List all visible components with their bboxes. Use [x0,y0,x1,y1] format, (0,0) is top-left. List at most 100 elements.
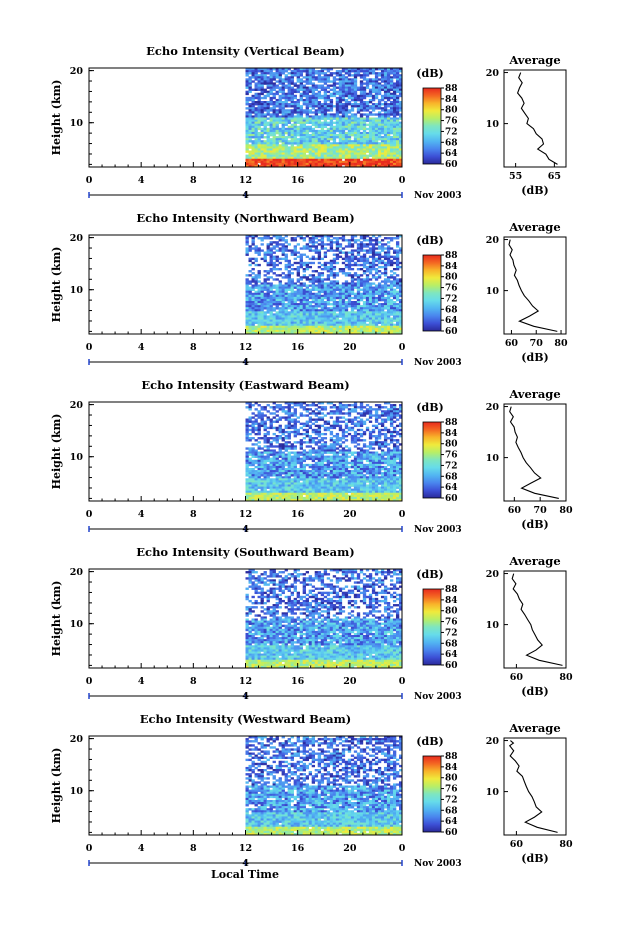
heatmap-cell [290,426,294,430]
heatmap-cell [347,327,352,331]
heatmap-cell [281,127,285,131]
heatmap-cell [284,152,288,155]
heatmap-cell [296,140,300,143]
heatmap-cell [275,298,279,302]
heatmap-cell [338,138,343,141]
heatmap-cell [263,278,267,281]
heatmap-cell [278,86,282,89]
heatmap-cell [299,74,303,77]
heatmap-cell [257,422,261,425]
heatmap-cell [272,265,276,269]
heatmap-cell [329,247,334,250]
profile-frame [503,69,567,168]
heatmap-cell [386,103,391,106]
heatmap-cell [308,437,313,440]
heatmap-cell [347,414,352,417]
heatmap-cell [323,131,328,135]
heatmap-cell [248,103,252,106]
heatmap-cell [257,113,261,116]
heatmap-cell [374,74,379,77]
heatmap-cell [275,68,279,71]
heatmap-cell [296,294,300,298]
heatmap-cell [320,315,325,318]
heatmap-cell [389,113,394,116]
heatmap-cell [332,127,337,131]
heatmap-cell [377,447,382,450]
heatmap-cell [314,449,319,452]
heatmap-cell [383,101,388,104]
heatmap-cell [395,70,400,73]
heatmap-cell [365,164,370,168]
heatmap-cell [254,140,258,143]
heatmap-cell [314,286,319,289]
heatmap-cell [392,261,397,265]
heatmap-cell [308,86,313,89]
heatmap-cell [299,447,303,450]
heatmap-cell [344,109,349,112]
heatmap-cell [254,301,258,304]
heatmap-cell [371,72,376,75]
heatmap-cell [398,129,403,133]
heatmap-cell [311,142,316,145]
heatmap-cell [302,261,306,265]
heatmap-cell [245,303,249,306]
heatmap-cell [326,325,331,329]
heatmap-cell [278,280,282,283]
heatmap-cell [398,428,403,432]
heatmap-cell [398,298,403,302]
heatmap-cell [386,84,391,87]
heatmap-cell [329,152,334,155]
heatmap-cell [371,119,376,122]
heatmap-cell [368,263,373,267]
heatmap-cell [269,296,273,300]
heatmap-cell [284,249,288,252]
heatmap-cell [332,144,337,147]
heatmap-cell [266,251,270,254]
heatmap-cell [290,237,294,240]
heatmap-cell [269,451,273,454]
heatmap-cell [371,138,376,141]
heatmap-cell [362,317,367,320]
heatmap-cell [314,138,319,141]
heatmap-cell [341,412,346,415]
heatmap-cell [383,131,388,135]
heatmap-cell [293,251,297,254]
heatmap-cell [323,288,328,291]
heatmap-cell [320,148,325,151]
heatmap-cell [389,317,394,320]
heatmap-cell [287,270,291,273]
heatmap-cell [311,76,316,79]
heatmap-cell [257,111,261,114]
heatmap-cell [332,422,337,425]
heatmap-cell [251,134,255,137]
heatmap-cell [269,119,273,122]
heatmap-cell [374,144,379,147]
heatmap-cell [317,303,322,306]
heatmap-cell [356,432,361,436]
heatmap-cell [287,292,291,296]
heatmap-cell [293,325,297,329]
heatmap-cell [374,80,379,83]
heatmap-cell [386,278,391,281]
heatmap-cell [347,257,352,261]
heatmap-cell [332,282,337,285]
heatmap-cell [251,257,255,261]
heatmap-cell [386,113,391,116]
heatmap-cell [380,138,385,141]
heatmap-cell [329,164,334,168]
heatmap-cell [257,274,261,277]
heatmap-cell [320,319,325,322]
heatmap-cell [344,82,349,85]
heatmap-cell [323,323,328,327]
heatmap-cell [254,408,258,411]
heatmap-cell [278,134,282,137]
heatmap-cell [320,144,325,147]
heatmap-cell [398,307,403,310]
heatmap-cell [251,437,255,440]
heatmap-cell [374,136,379,139]
heatmap-cell [353,142,358,145]
heatmap-cell [245,235,249,238]
heatmap-cell [368,140,373,143]
heatmap-cell [350,94,355,98]
heatmap-cell [338,327,343,331]
